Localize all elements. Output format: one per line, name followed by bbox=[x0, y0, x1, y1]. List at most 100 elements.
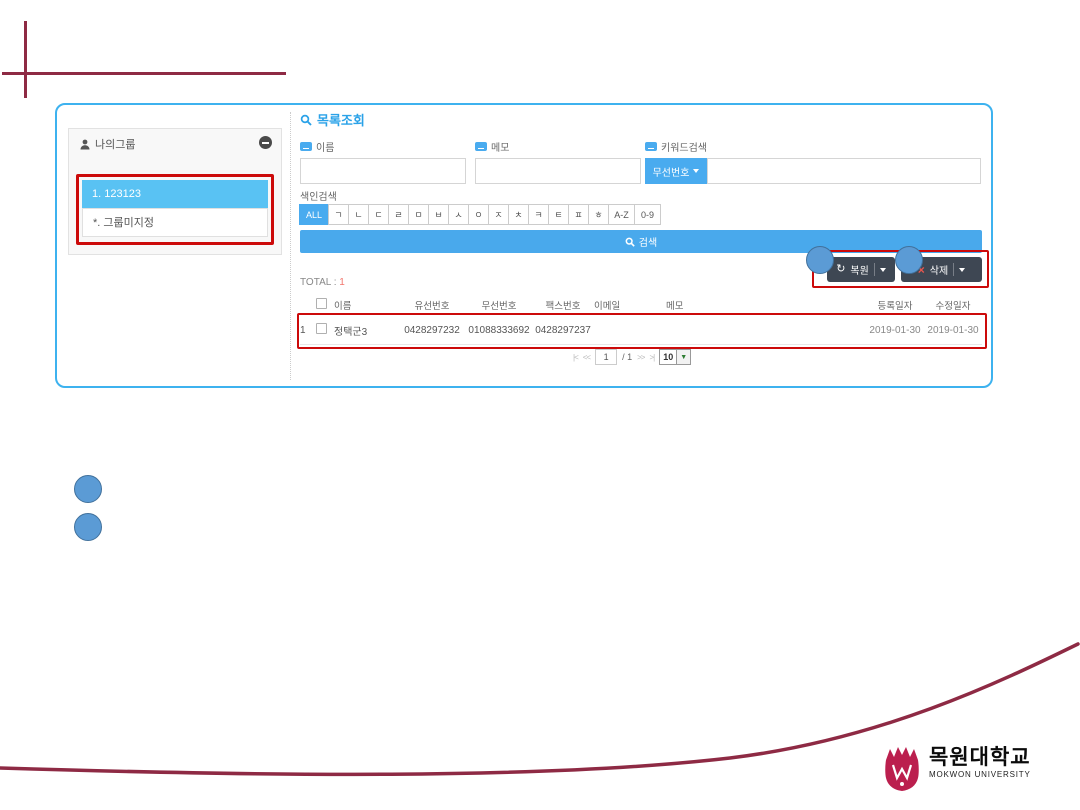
row-checkbox[interactable] bbox=[316, 323, 327, 334]
column-header-email: 이메일 bbox=[594, 301, 621, 312]
index-button-az[interactable]: A-Z bbox=[608, 204, 635, 225]
caret-down-icon bbox=[693, 169, 700, 173]
input-field-icon bbox=[300, 142, 312, 151]
total-label: TOTAL : bbox=[300, 277, 340, 288]
index-button[interactable]: ㄷ bbox=[368, 204, 389, 225]
logo-english-name: MOKWON UNIVERSITY bbox=[929, 770, 1031, 780]
annotation-box-row bbox=[297, 313, 987, 349]
header-checkbox-cell bbox=[316, 298, 334, 312]
index-button[interactable]: ㄴ bbox=[348, 204, 369, 225]
index-button[interactable]: ㅍ bbox=[568, 204, 589, 225]
cell-fax: 0428297237 bbox=[535, 324, 591, 336]
index-button[interactable]: ㅅ bbox=[448, 204, 469, 225]
index-button[interactable]: ㄹ bbox=[388, 204, 409, 225]
page-total-label: / 1 bbox=[622, 352, 633, 362]
input-field-icon bbox=[645, 142, 657, 151]
index-button[interactable]: ㄱ bbox=[328, 204, 349, 225]
first-page-button[interactable]: |< bbox=[573, 352, 579, 362]
restore-button[interactable]: ↻ 복원 bbox=[827, 257, 895, 282]
search-icon bbox=[625, 237, 635, 247]
index-filter-row: ALL ㄱ ㄴ ㄷ ㄹ ㅁ ㅂ ㅅ ㅇ ㅈ ㅊ ㅋ ㅌ ㅍ ㅎ A-Z 0-9 bbox=[299, 204, 661, 225]
restore-button-label: 복원 bbox=[850, 266, 869, 277]
index-search-label: 색인검색 bbox=[300, 192, 337, 203]
logo-korean-name: 목원대학교 bbox=[929, 746, 1031, 769]
page-number-input[interactable]: 1 bbox=[595, 349, 618, 365]
logo-text: 목원대학교 MOKWON UNIVERSITY bbox=[929, 746, 1031, 779]
keyword-input[interactable] bbox=[707, 158, 981, 184]
cell-tel: 0428297232 bbox=[404, 324, 460, 336]
sidebar-item-unassigned[interactable]: *. 그룹미지정 bbox=[82, 208, 268, 237]
legend-circle-1 bbox=[74, 475, 102, 503]
cell-name: 정택군3 bbox=[334, 326, 368, 338]
legend-circle-2 bbox=[74, 513, 102, 541]
keyword-type-label: 무선번호 bbox=[652, 167, 690, 179]
caret-down-icon[interactable] bbox=[879, 267, 886, 272]
total-count: TOTAL : 1 bbox=[300, 277, 345, 288]
column-header-mobile: 무선번호 bbox=[481, 301, 517, 312]
name-label-text: 이름 bbox=[316, 143, 335, 154]
select-all-checkbox[interactable] bbox=[316, 298, 327, 309]
table-row[interactable]: 1 정택군3 0428297232 01088333692 0428297237… bbox=[300, 316, 982, 345]
last-page-button[interactable]: >| bbox=[649, 352, 655, 362]
sidebar-header: 나의그룹 bbox=[80, 135, 272, 153]
refresh-icon: ↻ bbox=[836, 263, 846, 275]
index-button[interactable]: ㅎ bbox=[588, 204, 609, 225]
row-checkbox-cell bbox=[316, 323, 334, 337]
search-icon bbox=[300, 114, 312, 126]
column-header-name: 이름 bbox=[334, 301, 352, 312]
index-button[interactable]: ㅌ bbox=[548, 204, 569, 225]
page-title: 목록조회 bbox=[300, 110, 365, 129]
university-logo: 목원대학교 MOKWON UNIVERSITY bbox=[882, 746, 1031, 792]
column-header-tel: 유선번호 bbox=[414, 301, 450, 312]
delete-button-label: 삭제 bbox=[929, 266, 949, 277]
collapse-minus-icon[interactable] bbox=[259, 136, 272, 149]
keyword-label-text: 키워드검색 bbox=[661, 143, 707, 154]
column-header-fax: 팩스번호 bbox=[545, 301, 581, 312]
index-button[interactable]: ㅈ bbox=[488, 204, 509, 225]
cell-mobile: 01088333692 bbox=[468, 324, 530, 336]
search-button-label: 검색 bbox=[638, 238, 658, 249]
index-button[interactable]: ㅇ bbox=[468, 204, 489, 225]
total-value: 1 bbox=[339, 277, 345, 288]
annotation-box-sidebar bbox=[76, 174, 274, 245]
page-size-select[interactable]: 10 ▼ bbox=[659, 349, 692, 365]
memo-input[interactable] bbox=[475, 158, 641, 184]
person-icon bbox=[80, 139, 90, 149]
pagination: |< << 1 / 1 >> >| 10 ▼ bbox=[573, 349, 692, 365]
page-title-label: 목록조회 bbox=[317, 113, 365, 128]
next-page-button[interactable]: >> bbox=[637, 352, 645, 362]
name-field-label: 이름 bbox=[300, 139, 334, 154]
column-header-memo: 메모 bbox=[666, 301, 684, 312]
delete-x-icon: × bbox=[917, 262, 925, 277]
button-divider bbox=[873, 263, 875, 276]
index-button[interactable]: ㅁ bbox=[408, 204, 429, 225]
button-divider bbox=[953, 263, 955, 276]
index-button[interactable]: ㅊ bbox=[508, 204, 529, 225]
sidebar-item-group[interactable]: 1. 123123 bbox=[82, 180, 268, 208]
panel-divider bbox=[290, 112, 291, 380]
name-input[interactable] bbox=[300, 158, 466, 184]
index-button[interactable]: ㅂ bbox=[428, 204, 449, 225]
column-header-registered: 등록일자 bbox=[877, 301, 913, 312]
keyword-type-dropdown[interactable]: 무선번호 bbox=[645, 158, 707, 184]
caret-down-icon[interactable] bbox=[959, 267, 966, 272]
sidebar-title: 나의그룹 bbox=[95, 139, 136, 151]
index-button-09[interactable]: 0-9 bbox=[634, 204, 661, 225]
page-size-value: 10 bbox=[663, 352, 674, 362]
input-field-icon bbox=[475, 142, 487, 151]
decor-footer-curve bbox=[0, 642, 1080, 777]
dropdown-arrow-icon: ▼ bbox=[676, 350, 691, 364]
university-emblem-icon bbox=[885, 747, 919, 791]
index-button-all[interactable]: ALL bbox=[299, 204, 329, 225]
cell-registered: 2019-01-30 bbox=[869, 324, 921, 336]
row-number: 1 bbox=[300, 324, 306, 336]
index-button[interactable]: ㅋ bbox=[528, 204, 549, 225]
decor-crosshair-horizontal bbox=[2, 72, 286, 75]
keyword-field-label: 키워드검색 bbox=[645, 139, 707, 154]
callout-circle-2 bbox=[895, 246, 923, 274]
prev-page-button[interactable]: << bbox=[582, 352, 591, 362]
decor-crosshair-vertical bbox=[24, 21, 27, 98]
callout-circle-1 bbox=[806, 246, 834, 274]
memo-field-label: 메모 bbox=[475, 139, 509, 154]
